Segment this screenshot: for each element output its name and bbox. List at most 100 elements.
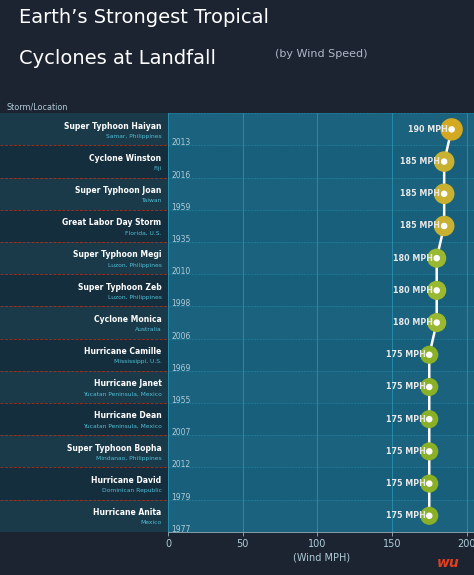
Point [433, 254, 440, 263]
Point [440, 221, 448, 231]
Text: 1969: 1969 [171, 364, 191, 373]
Point [426, 479, 433, 488]
Text: Australia: Australia [135, 327, 162, 332]
Text: Hurricane Camille: Hurricane Camille [84, 347, 162, 356]
Bar [0, 371, 168, 403]
X-axis label: (Wind MPH): (Wind MPH) [292, 553, 350, 563]
Point [426, 511, 433, 520]
Bar [0, 500, 168, 532]
Point [426, 382, 433, 392]
Text: 2016: 2016 [171, 171, 191, 179]
Text: 180 MPH: 180 MPH [393, 286, 433, 295]
Point [426, 350, 433, 359]
Text: 2007: 2007 [171, 428, 191, 437]
Text: Mexico: Mexico [140, 520, 162, 526]
Text: Florida, U.S.: Florida, U.S. [125, 231, 162, 236]
Bar [168, 500, 474, 532]
Text: 2010: 2010 [171, 267, 191, 276]
Text: Samar, Philippines: Samar, Philippines [106, 134, 162, 139]
Text: Hurricane Anita: Hurricane Anita [93, 508, 162, 517]
Text: 175 MPH: 175 MPH [386, 350, 426, 359]
Text: 180 MPH: 180 MPH [393, 318, 433, 327]
Point [433, 318, 440, 327]
Text: 1979: 1979 [171, 493, 191, 501]
Bar [0, 403, 168, 435]
Point [426, 415, 433, 424]
Text: 2012: 2012 [171, 461, 191, 469]
Bar [0, 210, 168, 242]
Text: 175 MPH: 175 MPH [386, 479, 426, 488]
Text: Dominican Republic: Dominican Republic [101, 488, 162, 493]
Point [433, 254, 440, 263]
Text: Fiji: Fiji [153, 166, 162, 171]
Bar [168, 403, 474, 435]
Text: 175 MPH: 175 MPH [386, 511, 426, 520]
Point [426, 479, 433, 488]
Text: Super Typhoon Zeb: Super Typhoon Zeb [78, 283, 162, 292]
Bar [168, 435, 474, 467]
Point [440, 157, 448, 166]
Text: Storm/Location: Storm/Location [7, 102, 68, 112]
Bar [0, 339, 168, 371]
Point [433, 318, 440, 327]
Point [448, 125, 456, 134]
Bar [168, 371, 474, 403]
Text: Taiwan: Taiwan [141, 198, 162, 204]
Text: 175 MPH: 175 MPH [386, 415, 426, 424]
Text: 185 MPH: 185 MPH [401, 221, 440, 231]
Text: Mindanao, Philippines: Mindanao, Philippines [96, 456, 162, 461]
Point [440, 189, 448, 198]
Text: 185 MPH: 185 MPH [401, 189, 440, 198]
Bar [0, 178, 168, 210]
Point [426, 447, 433, 456]
Text: Great Labor Day Storm: Great Labor Day Storm [63, 218, 162, 227]
Bar [0, 467, 168, 500]
Text: 190 MPH: 190 MPH [408, 125, 448, 134]
Bar [168, 339, 474, 371]
Text: Cyclone Winston: Cyclone Winston [90, 154, 162, 163]
Bar [168, 145, 474, 178]
Point [426, 350, 433, 359]
Text: 1955: 1955 [171, 396, 191, 405]
Point [440, 157, 448, 166]
Text: 2013: 2013 [171, 139, 191, 147]
Text: 1998: 1998 [171, 300, 191, 308]
Bar [0, 435, 168, 467]
Point [426, 511, 433, 520]
Text: 175 MPH: 175 MPH [386, 382, 426, 392]
Bar [0, 306, 168, 339]
Text: 1935: 1935 [171, 235, 191, 244]
Text: 1959: 1959 [171, 203, 191, 212]
Text: Hurricane David: Hurricane David [91, 476, 162, 485]
Text: Mississippi, U.S.: Mississippi, U.S. [114, 359, 162, 365]
Bar [0, 145, 168, 178]
Text: Yucatan Peninsula, Mexico: Yucatan Peninsula, Mexico [82, 424, 162, 429]
Text: Super Typhoon Haiyan: Super Typhoon Haiyan [64, 122, 162, 131]
Bar [168, 306, 474, 339]
Text: 2006: 2006 [171, 332, 191, 340]
Text: Yucatan Peninsula, Mexico: Yucatan Peninsula, Mexico [82, 392, 162, 397]
Bar [0, 113, 168, 145]
Text: 180 MPH: 180 MPH [393, 254, 433, 263]
Bar [0, 274, 168, 306]
Point [433, 286, 440, 295]
Bar [168, 178, 474, 210]
Point [426, 415, 433, 424]
Text: Luzon, Philippines: Luzon, Philippines [108, 295, 162, 300]
Point [433, 286, 440, 295]
Text: Super Typhoon Bopha: Super Typhoon Bopha [67, 444, 162, 453]
Text: Cyclones at Landfall: Cyclones at Landfall [19, 49, 216, 68]
Bar [168, 242, 474, 274]
Bar [0, 242, 168, 274]
Bar [168, 113, 474, 145]
Text: Cyclone Monica: Cyclone Monica [94, 315, 162, 324]
Point [426, 382, 433, 392]
Text: Hurricane Dean: Hurricane Dean [94, 412, 162, 420]
Text: 175 MPH: 175 MPH [386, 447, 426, 456]
Point [440, 221, 448, 231]
Text: wu: wu [437, 557, 460, 570]
Text: Hurricane Janet: Hurricane Janet [94, 380, 162, 388]
Text: Super Typhoon Megi: Super Typhoon Megi [73, 251, 162, 259]
Text: 185 MPH: 185 MPH [401, 157, 440, 166]
Text: Super Typhoon Joan: Super Typhoon Joan [75, 186, 162, 195]
